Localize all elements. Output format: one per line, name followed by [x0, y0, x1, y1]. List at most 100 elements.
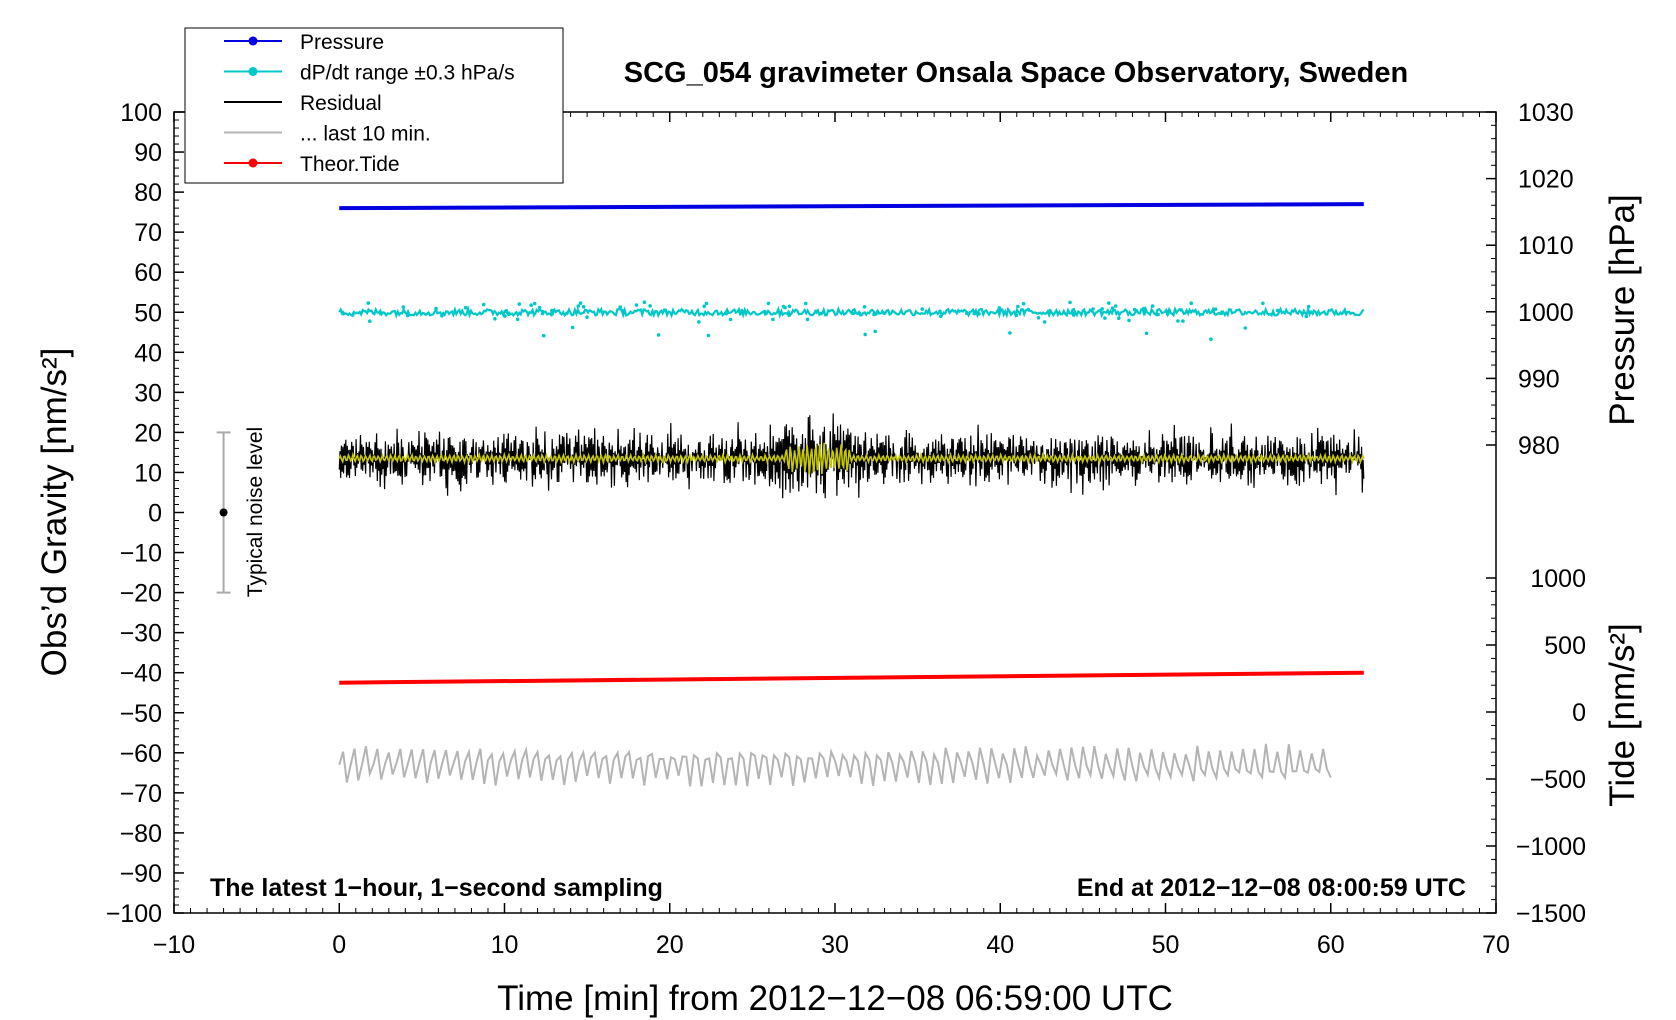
- y-tick-label-left: 60: [134, 259, 162, 287]
- y-axis-label-left: Obs’d Gravity [nm/s²]: [35, 348, 74, 677]
- noise-level-label: Typical noise level: [244, 427, 267, 597]
- dpdt-point: [803, 301, 808, 306]
- x-tick-label: 10: [491, 931, 519, 959]
- dpdt-point: [704, 301, 709, 306]
- dpdt-point: [1306, 304, 1311, 309]
- y-tick-label-left: 30: [134, 379, 162, 407]
- dpdt-point: [529, 303, 533, 308]
- y-axis-label-pressure: Pressure [hPa]: [1603, 194, 1642, 426]
- series-layer: [338, 202, 1365, 787]
- dpdt-point: [996, 309, 1001, 314]
- legend: Pressure dP/dt range ±0.3 hPa/s Residual..…: [184, 27, 564, 184]
- dpdt-point: [1100, 307, 1104, 311]
- dpdt-point: [1156, 312, 1160, 317]
- dpdt-point: [882, 311, 886, 315]
- dpdt-point: [350, 313, 355, 317]
- dpdt-point: [576, 304, 581, 308]
- dpdt-point: [378, 311, 383, 316]
- y-tick-label-left: −90: [120, 860, 162, 888]
- y-tick-label-left: −30: [120, 620, 162, 648]
- dpdt-point: [1091, 307, 1095, 311]
- y-tick-label-left: 50: [134, 299, 162, 327]
- x-tick-label: 20: [656, 931, 684, 959]
- y-tick-label-pressure: 1030: [1518, 99, 1574, 127]
- dpdt-point: [1220, 310, 1224, 315]
- dpdt-point: [1150, 304, 1155, 308]
- x-tick-label: 0: [332, 931, 346, 959]
- y-tick-label-left: 10: [134, 459, 162, 487]
- dpdt-point: [549, 311, 554, 316]
- dpdt-point: [1243, 326, 1248, 330]
- dpdt-point: [939, 314, 943, 319]
- dpdt-point: [851, 311, 855, 316]
- legend-marker: [248, 67, 258, 76]
- dpdt-point: [1113, 304, 1118, 308]
- series-tide-line: [339, 670, 1364, 685]
- dpdt-point: [857, 311, 862, 316]
- dpdt-point: [1342, 310, 1346, 314]
- dpdt-point: [977, 312, 981, 316]
- y-tick-label-left: −80: [120, 820, 162, 848]
- legend-label: Theor.Tide: [300, 153, 400, 176]
- dpdt-point: [1036, 316, 1041, 320]
- dpdt-point: [517, 302, 522, 306]
- dpdt-point: [1127, 318, 1131, 323]
- dpdt-point: [550, 308, 554, 313]
- y-tick-label-pressure: 980: [1518, 432, 1560, 460]
- dpdt-point: [724, 311, 729, 316]
- legend-box: [184, 27, 564, 184]
- dpdt-point: [1179, 308, 1183, 312]
- y-tick-label-left: 100: [120, 99, 162, 127]
- dpdt-point: [1021, 301, 1026, 306]
- y-tick-label-left: −10: [120, 540, 162, 568]
- y-tick-label-tide: 0: [1572, 699, 1586, 727]
- dpdt-point: [618, 305, 622, 309]
- dpdt-point: [565, 311, 569, 316]
- dpdt-point: [434, 306, 438, 311]
- y-tick-label-left: −40: [120, 660, 162, 688]
- y-tick-label-left: 20: [134, 419, 162, 447]
- x-tick-label: 40: [986, 931, 1014, 959]
- end-time-annotation: End at 2012−12−08 08:00:59 UTC: [1077, 874, 1466, 902]
- dpdt-point: [1103, 316, 1107, 320]
- dpdt-point: [1008, 331, 1012, 335]
- dpdt-point: [585, 315, 589, 320]
- dpdt-point: [702, 304, 706, 309]
- y-tick-label-left: 80: [134, 179, 162, 207]
- y-tick-label-tide: 1000: [1530, 565, 1586, 593]
- dpdt-point: [463, 305, 468, 310]
- x-tick-label: 60: [1317, 931, 1345, 959]
- dpdt-point: [1016, 304, 1020, 309]
- dpdt-point: [771, 317, 775, 322]
- dpdt-point: [503, 314, 507, 318]
- y-tick-label-left: 90: [134, 139, 162, 167]
- dpdt-point: [504, 309, 509, 313]
- plot-frame: [173, 111, 1497, 914]
- dpdt-point: [1068, 300, 1072, 305]
- series-residual-line: [338, 413, 1365, 499]
- dpdt-point: [965, 311, 969, 316]
- dpdt-point: [401, 305, 406, 309]
- series-pressure-line: [339, 202, 1364, 211]
- x-axis-label: Time [min] from 2012−12−08 06:59:00 UTC: [497, 979, 1173, 1018]
- y-tick-label-left: −20: [120, 580, 162, 608]
- dpdt-point: [1026, 307, 1031, 312]
- dpdt-point: [506, 312, 511, 317]
- dpdt-point: [1304, 314, 1309, 319]
- sampling-annotation: The latest 1−hour, 1−second sampling: [210, 874, 663, 902]
- dpdt-point: [540, 311, 545, 316]
- y-tick-label-pressure: 990: [1518, 365, 1560, 393]
- dpdt-point: [481, 302, 486, 307]
- dpdt-point: [541, 333, 546, 338]
- y-tick-label-left: −60: [120, 740, 162, 768]
- y-tick-label-left: −100: [106, 900, 162, 928]
- chart-title: SCG_054 gravimeter Onsala Space Observat…: [624, 57, 1408, 89]
- dpdt-point: [1132, 307, 1137, 312]
- x-tick-label: 30: [821, 931, 849, 959]
- dpdt-point: [706, 333, 711, 338]
- y-tick-label-left: 40: [134, 339, 162, 367]
- dpdt-point: [368, 319, 372, 324]
- dpdt-point: [1189, 301, 1193, 306]
- dpdt-point: [766, 301, 771, 306]
